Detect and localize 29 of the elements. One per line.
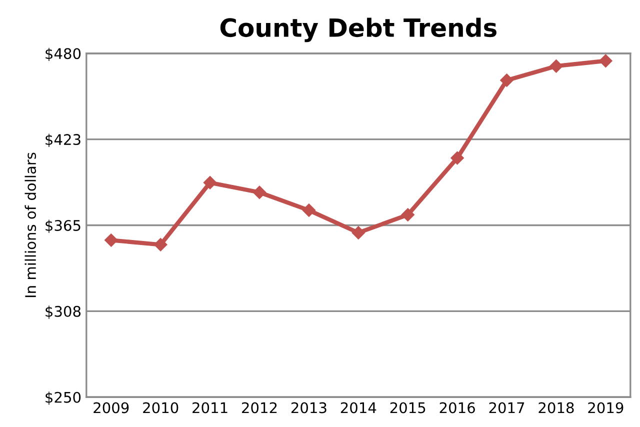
- point: [154, 238, 168, 252]
- y-tick-label: $423: [46, 134, 80, 147]
- point: [352, 226, 365, 240]
- x-tick-label: 2018: [538, 402, 574, 414]
- x-tick-label: 2011: [192, 402, 228, 414]
- x-tick-label: 2010: [143, 402, 178, 414]
- point: [252, 186, 266, 199]
- point: [104, 234, 118, 247]
- point: [203, 176, 217, 190]
- x-tick-label: 2019: [588, 402, 624, 414]
- x-tick-label: 2009: [94, 402, 129, 414]
- x-tick-label: 2017: [489, 402, 524, 414]
- x-tick-label: 2013: [291, 402, 326, 414]
- y-tick-label: $365: [46, 220, 80, 233]
- point: [500, 74, 514, 87]
- point: [599, 54, 612, 68]
- x-tick-label: 2014: [340, 402, 376, 414]
- x-tick-label: 2012: [242, 402, 277, 414]
- point: [450, 151, 464, 165]
- y-axis-title: In millions of dollars: [24, 152, 36, 298]
- y-tick-label: $250: [46, 392, 81, 405]
- point: [550, 59, 563, 73]
- point: [302, 204, 316, 217]
- x-tick-label: 2015: [390, 402, 426, 414]
- point: [401, 208, 414, 222]
- y-tick-label: $480: [46, 48, 81, 62]
- chart-title: County Debt Trends: [220, 18, 496, 42]
- y-tick-label: $308: [46, 306, 81, 319]
- x-tick-label: 2016: [440, 402, 475, 414]
